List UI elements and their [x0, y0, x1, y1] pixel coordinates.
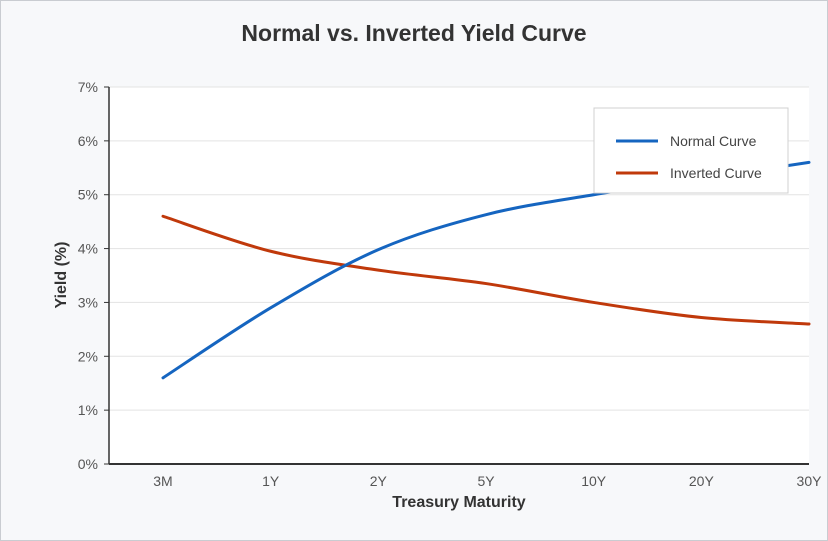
y-tick-label: 7% [78, 79, 98, 95]
series-line-inverted-curve [161, 214, 811, 326]
x-tick-label: 3M [153, 473, 172, 489]
x-tick-label: 30Y [797, 473, 823, 489]
y-tick-label: 1% [78, 402, 98, 418]
x-tick-label: 5Y [477, 473, 495, 489]
x-tick-label: 10Y [581, 473, 607, 489]
x-axis-title: Treasury Maturity [392, 494, 525, 511]
legend-label-inverted-curve: Inverted Curve [670, 165, 762, 181]
y-tick-label: 0% [78, 456, 98, 472]
y-axis-title: Yield (%) [53, 242, 70, 309]
legend-box [593, 107, 789, 194]
y-tick-label: 5% [78, 187, 98, 203]
x-tick-label: 2Y [370, 473, 388, 489]
x-axis-ticks: 3M 1Y 2Y 5Y 10Y 20Y 30Y [153, 473, 822, 489]
y-axis-ticks: 0% 1% 2% 3% 4% 5% 6% 7% [78, 79, 109, 472]
y-tick-label: 6% [78, 133, 98, 149]
chart-title: Normal vs. Inverted Yield Curve [241, 20, 587, 46]
legend: Normal Curve Inverted Curve [593, 107, 789, 194]
y-tick-label: 2% [78, 348, 98, 364]
y-tick-label: 4% [78, 241, 98, 257]
legend-label-normal-curve: Normal Curve [670, 133, 757, 149]
x-tick-label: 1Y [262, 473, 280, 489]
y-tick-label: 3% [78, 294, 98, 310]
x-tick-label: 20Y [689, 473, 715, 489]
